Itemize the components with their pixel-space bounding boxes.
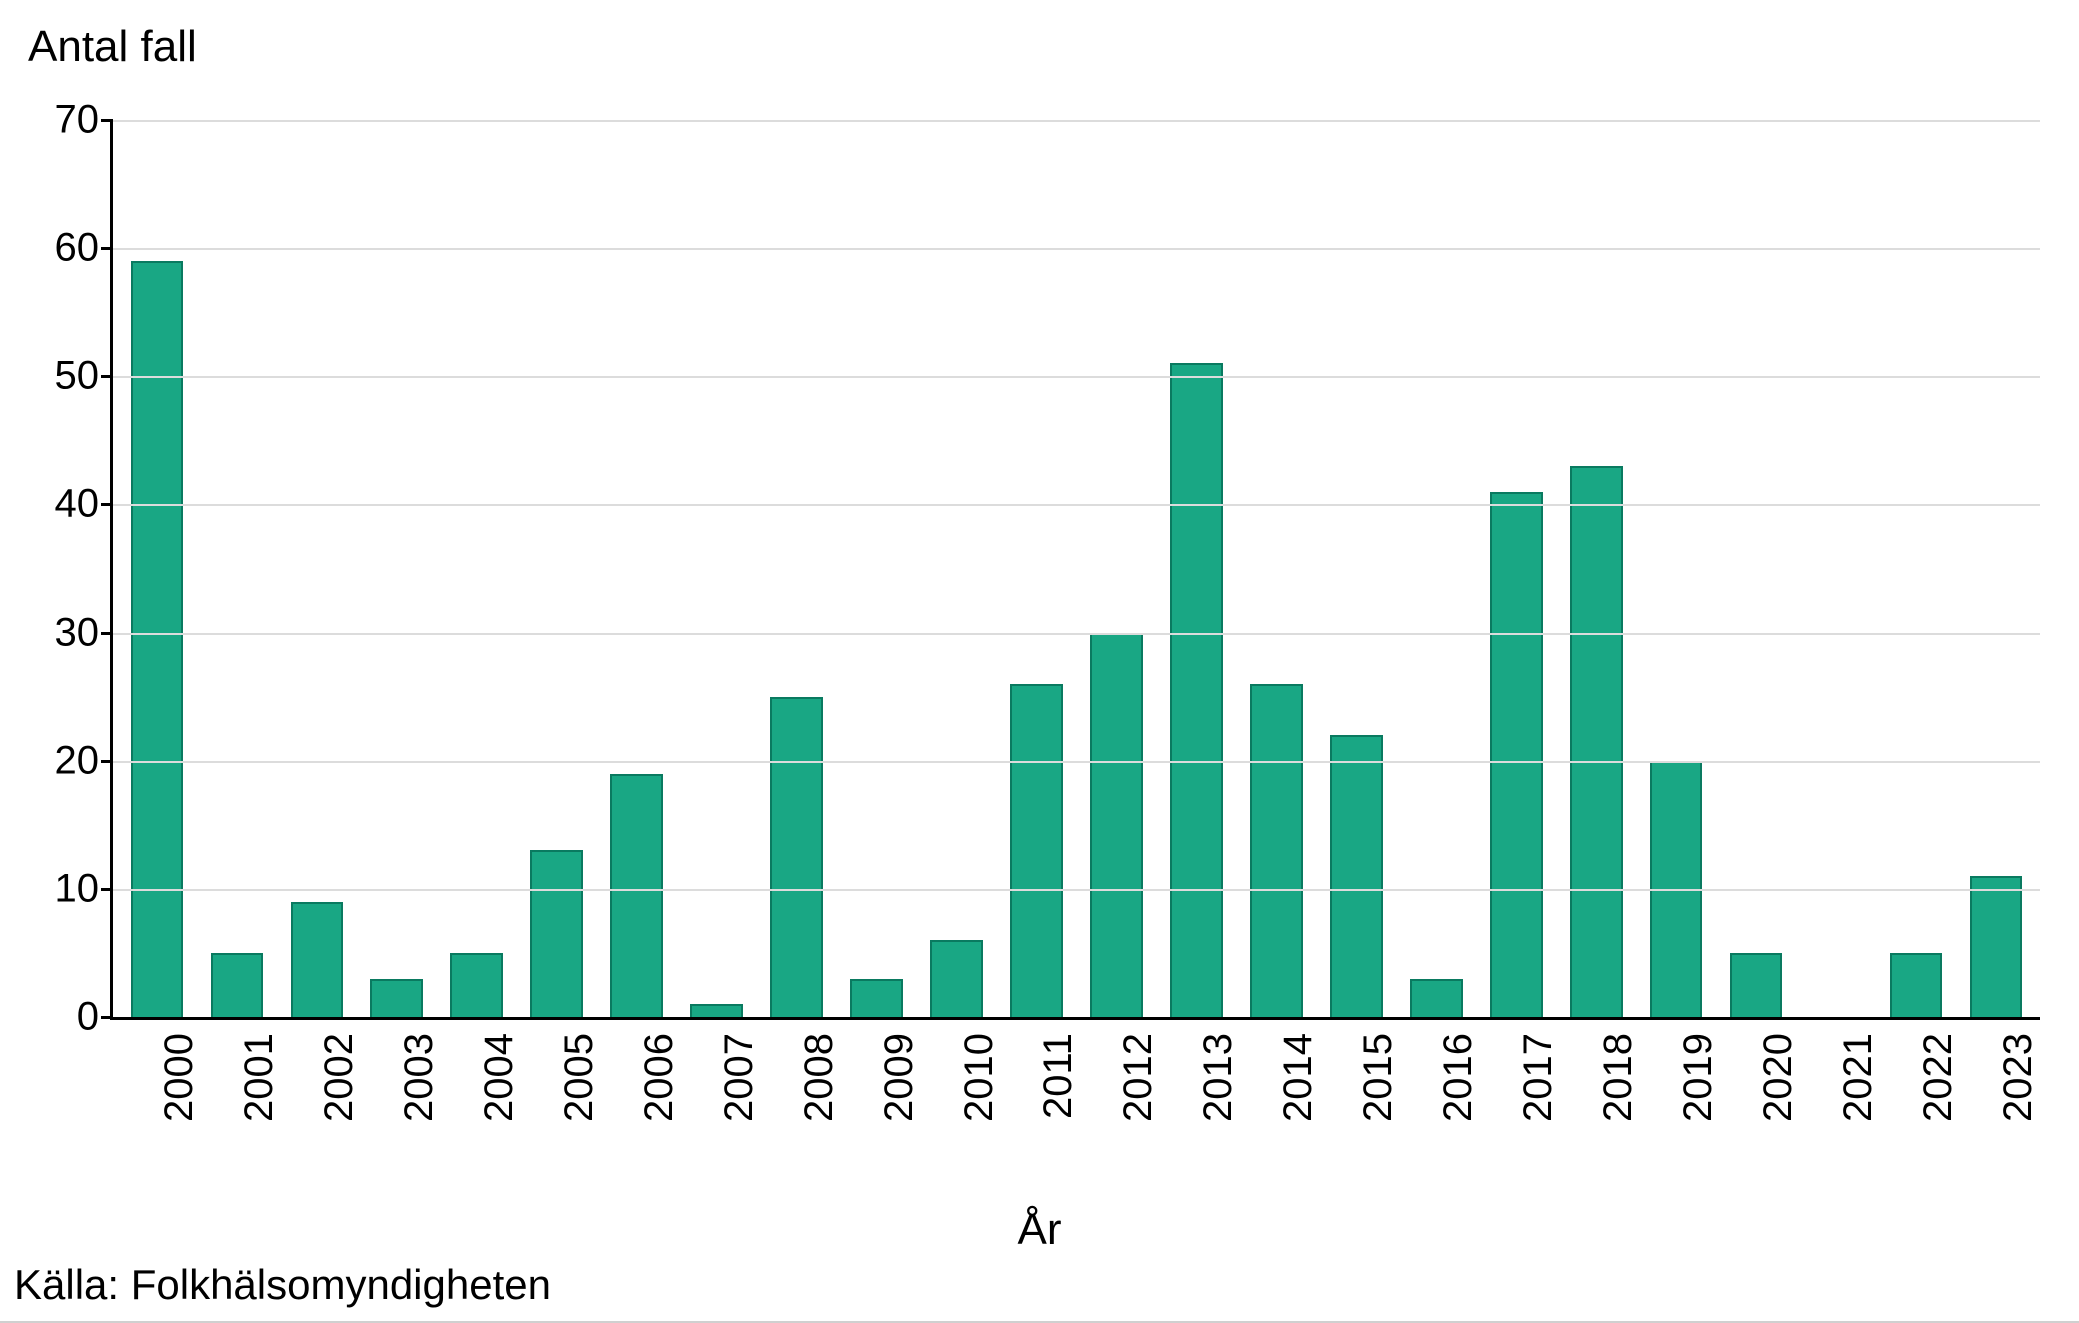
bar: [610, 774, 663, 1017]
y-tick-mark: [101, 632, 113, 635]
grid-line: [113, 633, 2040, 635]
bar-slot: 2021: [1796, 120, 1876, 1017]
bar-slot: 2023: [1956, 120, 2036, 1017]
y-tick-mark: [101, 247, 113, 250]
x-tick-label: 2008: [797, 1033, 842, 1122]
bar: [1890, 953, 1943, 1017]
bar-slot: 2014: [1236, 120, 1316, 1017]
grid-line: [113, 248, 2040, 250]
y-tick-mark: [101, 375, 113, 378]
grid-line: [113, 761, 2040, 763]
plot-area: 2000200120022003200420052006200720082009…: [110, 120, 2040, 1020]
bar: [1570, 466, 1623, 1017]
x-tick-label: 2018: [1596, 1033, 1641, 1122]
bar-chart: Antal fall 20002001200220032004200520062…: [0, 0, 2079, 1323]
x-tick-label: 2012: [1116, 1033, 1161, 1122]
x-tick-label: 2000: [157, 1033, 202, 1122]
bar-slot: 2020: [1716, 120, 1796, 1017]
bar-slot: 2003: [357, 120, 437, 1017]
bar-slot: 2000: [117, 120, 197, 1017]
bar: [1250, 684, 1303, 1017]
bar: [770, 697, 823, 1017]
grid-line: [113, 120, 2040, 122]
y-tick-mark: [101, 119, 113, 122]
bar: [1730, 953, 1783, 1017]
x-tick-label: 2019: [1676, 1033, 1721, 1122]
bars-container: 2000200120022003200420052006200720082009…: [113, 120, 2040, 1017]
bar-slot: 2012: [1076, 120, 1156, 1017]
bar: [1330, 735, 1383, 1017]
bar: [1090, 633, 1143, 1017]
y-tick-mark: [101, 1016, 113, 1019]
bar-slot: 2011: [996, 120, 1076, 1017]
bar: [1010, 684, 1063, 1017]
x-tick-label: 2022: [1916, 1033, 1961, 1122]
x-tick-label: 2014: [1276, 1033, 1321, 1122]
bar: [291, 902, 344, 1017]
bar-slot: 2010: [917, 120, 997, 1017]
y-tick-mark: [101, 888, 113, 891]
bar: [131, 261, 184, 1017]
bar-slot: 2022: [1876, 120, 1956, 1017]
x-tick-label: 2013: [1196, 1033, 1241, 1122]
x-tick-label: 2020: [1756, 1033, 1801, 1122]
x-tick-label: 2007: [717, 1033, 762, 1122]
x-tick-label: 2011: [1036, 1033, 1081, 1119]
bar-slot: 2004: [437, 120, 517, 1017]
bar-slot: 2008: [757, 120, 837, 1017]
bar-slot: 2002: [277, 120, 357, 1017]
x-tick-label: 2005: [557, 1033, 602, 1122]
grid-line: [113, 504, 2040, 506]
bar-slot: 2001: [197, 120, 277, 1017]
x-tick-label: 2009: [877, 1033, 922, 1122]
grid-line: [113, 889, 2040, 891]
bar-slot: 2018: [1556, 120, 1636, 1017]
bar: [370, 979, 423, 1017]
bar: [930, 940, 983, 1017]
x-tick-label: 2016: [1436, 1033, 1481, 1122]
bar-slot: 2009: [837, 120, 917, 1017]
bar-slot: 2016: [1396, 120, 1476, 1017]
y-tick-mark: [101, 760, 113, 763]
bar: [211, 953, 264, 1017]
grid-line: [113, 376, 2040, 378]
bar: [1970, 876, 2023, 1017]
x-tick-label: 2003: [397, 1033, 442, 1122]
bar-slot: 2019: [1636, 120, 1716, 1017]
bar-slot: 2005: [517, 120, 597, 1017]
x-tick-label: 2010: [957, 1033, 1002, 1122]
bar-slot: 2013: [1156, 120, 1236, 1017]
bar: [450, 953, 503, 1017]
x-tick-label: 2006: [637, 1033, 682, 1122]
y-tick-mark: [101, 503, 113, 506]
bar: [690, 1004, 743, 1017]
x-tick-label: 2001: [237, 1033, 282, 1122]
bar-slot: 2006: [597, 120, 677, 1017]
x-tick-label: 2004: [477, 1033, 522, 1122]
x-tick-label: 2002: [317, 1033, 362, 1122]
bar: [530, 850, 583, 1017]
bar: [1490, 492, 1543, 1017]
bar-slot: 2017: [1476, 120, 1556, 1017]
x-tick-label: 2021: [1836, 1033, 1881, 1122]
y-axis-title: Antal fall: [28, 22, 197, 72]
bar: [1410, 979, 1463, 1017]
bar: [850, 979, 903, 1017]
bar-slot: 2015: [1316, 120, 1396, 1017]
source-label: Källa: Folkhälsomyndigheten: [14, 1261, 551, 1309]
x-tick-label: 2023: [1996, 1033, 2041, 1122]
x-tick-label: 2017: [1516, 1033, 1561, 1122]
bar: [1170, 363, 1223, 1017]
x-tick-label: 2015: [1356, 1033, 1401, 1122]
x-axis-title: År: [1018, 1205, 1062, 1255]
bar-slot: 2007: [677, 120, 757, 1017]
